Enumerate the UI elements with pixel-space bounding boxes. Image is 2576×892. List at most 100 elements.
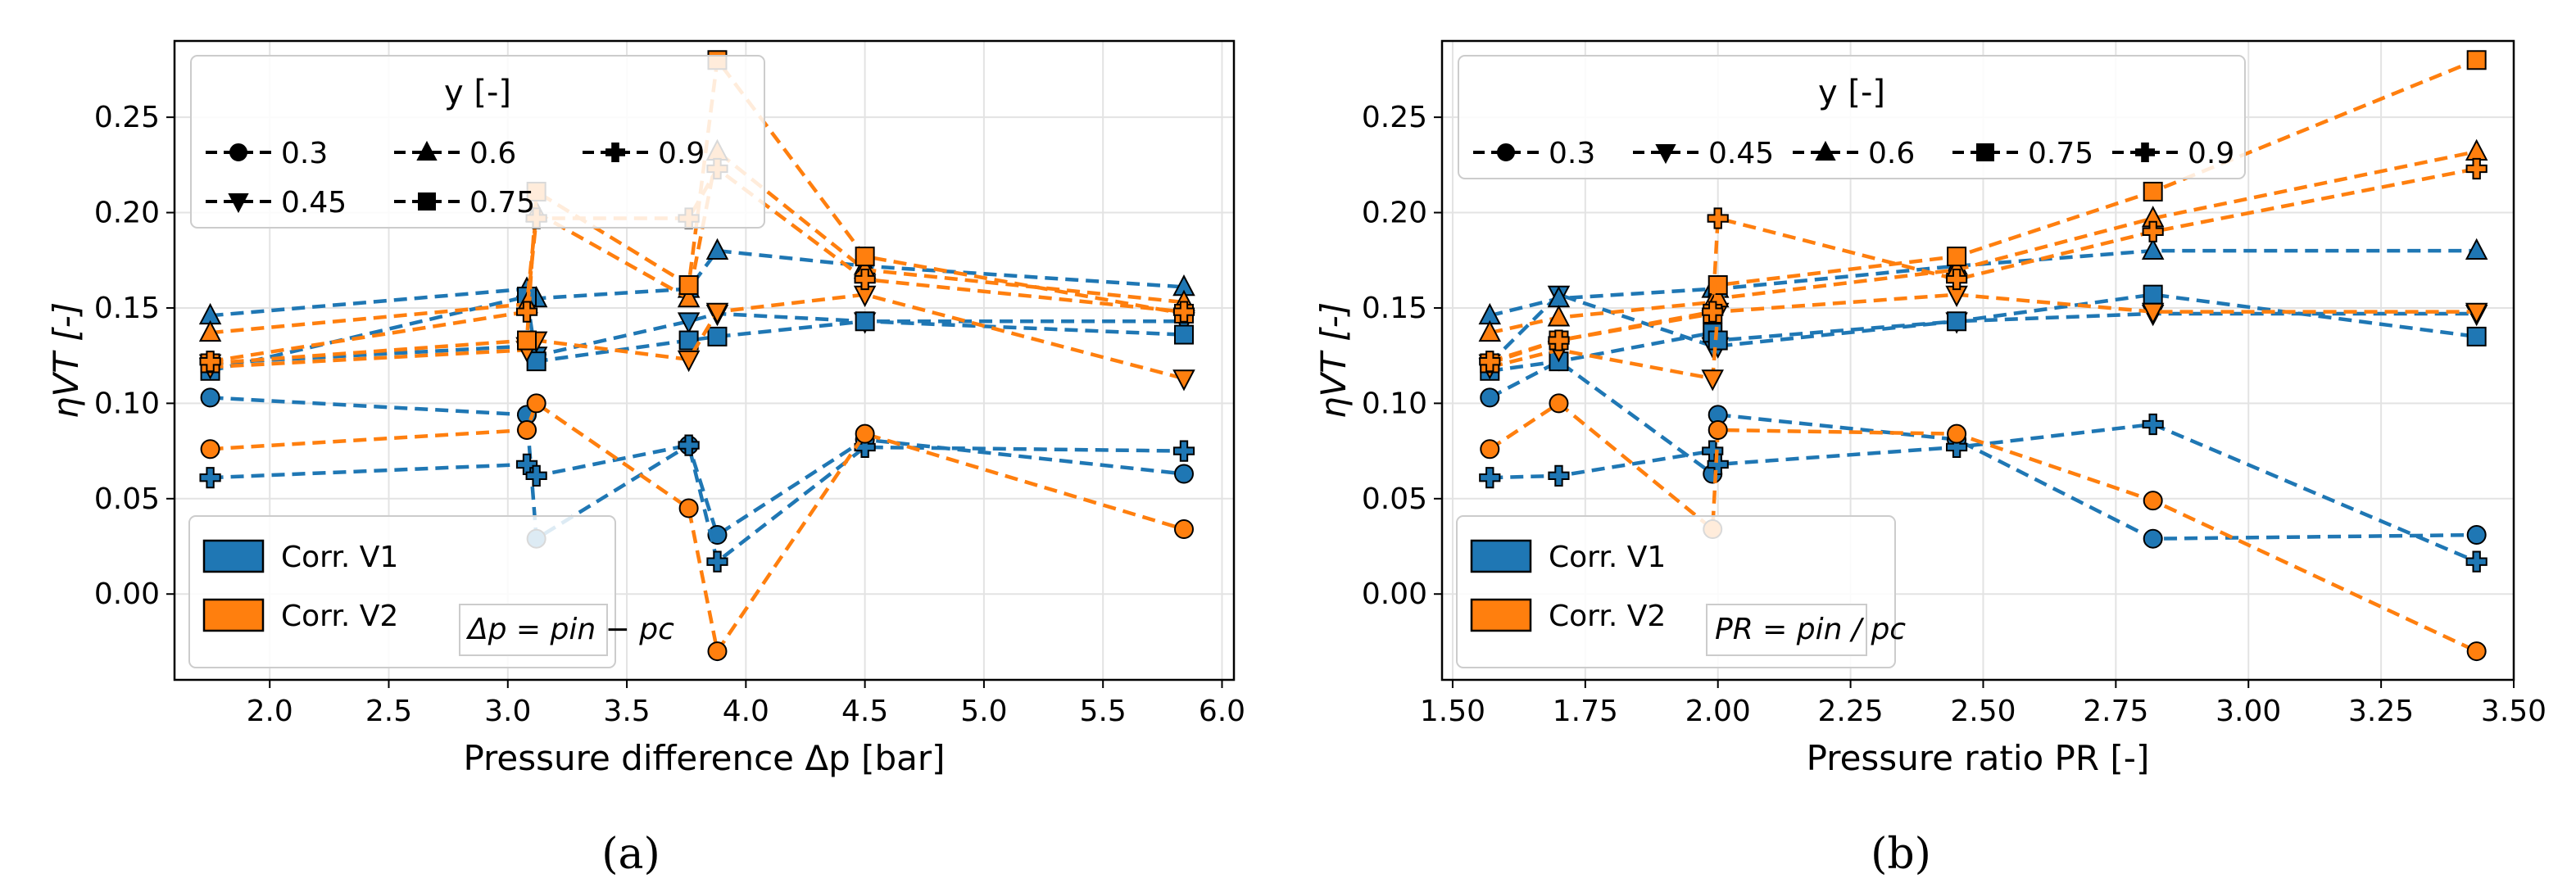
data-point-v1-y0.3 [1480,387,1500,408]
formula-box [1706,604,1867,656]
data-point-v2-y0.9 [1479,351,1501,373]
y-axis-label: ηVT [-] [1313,302,1354,419]
data-point-v2-y0.45 [2141,302,2165,324]
legend-marker [605,143,625,162]
data-point-v2-y0.9 [2465,157,2488,180]
y-tick-label: 0.00 [1362,577,1427,611]
data-point-v1-y0.9 [199,467,221,489]
data-point-v2-y0.6 [677,285,701,308]
corr-legend: Corr. V1 Corr. V2 Δp = pin − pc [188,515,674,668]
x-tick-label: 4.0 [723,695,769,728]
formula-annotation: Δp = pin − pc [465,613,674,646]
data-point-v1-y0.75 [2466,326,2487,346]
data-point-v1-y0.3 [2466,525,2487,546]
marker-legend-title: y [-] [1818,74,1885,111]
legend-label: 0.75 [469,186,535,220]
data-point-v2-y0.3 [678,498,699,518]
data-point-v2-y0.9 [1548,329,1570,351]
data-point-v2-y0.3 [1173,519,1194,540]
data-point-v1-y0.9 [525,464,547,487]
data-point-v1-y0.9 [706,550,728,573]
data-point-v1-y0.9 [678,434,700,456]
corr-legend-swatch [202,598,265,632]
legend-marker [1815,140,1836,161]
data-point-v2-y0.3 [200,439,220,460]
data-point-v2-y0.45 [705,302,729,324]
y-tick-label: 0.05 [94,482,160,516]
data-point-v1-y0.9 [1707,453,1729,475]
legend-marker [2135,143,2155,162]
data-point-v1-y0.9 [854,436,876,459]
legend-label: 0.6 [469,137,516,170]
legend-marker [228,193,249,214]
data-point-v2-y0.75 [2143,181,2163,201]
data-point-v1-y0.9 [1172,440,1195,462]
data-point-v1-y0.9 [1945,436,1968,459]
y-tick-label: 0.20 [94,197,160,230]
legend-marker [418,192,436,211]
marker-legend-title: y [-] [444,74,511,111]
formula-box [459,604,608,656]
y-tick-label: 0.25 [94,101,160,134]
data-point-v2-y0.75 [517,330,537,351]
data-point-v1-y0.75 [707,326,728,346]
data-point-v1-y0.3 [1173,464,1194,484]
data-point-v1-y0.6 [705,238,729,260]
data-point-v2-y0.9 [1945,268,1968,291]
x-tick-label: 3.50 [2481,695,2547,728]
data-point-v2-y0.75 [1947,247,1967,267]
data-point-v2-y0.3 [517,419,537,440]
data-point-v1-y0.75 [678,330,699,351]
legend-label: 0.9 [658,137,705,170]
plot-frame [1440,39,2515,681]
y-tick-label: 0.10 [1362,387,1427,420]
data-point-v2-y0.45 [677,350,701,373]
corr-legend-swatch [1470,598,1532,632]
data-point-v2-y0.6 [198,319,222,342]
data-point-v2-y0.9 [1172,301,1195,323]
y-tick-label: 0.05 [1362,482,1427,516]
x-tick-label: 3.5 [603,695,650,728]
x-tick-label: 2.5 [365,695,412,728]
y-axis-label: ηVT [-] [46,302,86,419]
data-point-v2-y0.3 [1708,419,1728,440]
data-point-v2-y0.3 [1947,423,1967,444]
y-tick-label: 0.00 [94,577,160,611]
legend-label: 0.3 [281,137,328,170]
legend-marker [1976,143,1994,161]
data-point-v2-y0.9 [1702,301,1724,323]
y-tick-label: 0.10 [94,387,160,420]
data-point-v2-y0.3 [855,423,875,444]
legend-marker [1497,143,1515,161]
data-point-v2-y0.9 [2142,220,2164,242]
data-point-v2-y0.75 [2466,50,2487,70]
legend-label: 0.3 [1549,137,1595,170]
data-point-v1-y0.6 [2141,238,2165,260]
corr-legend-swatch [202,539,265,573]
x-tick-label: 2.50 [1950,695,2016,728]
data-point-v1-y0.9 [1548,464,1570,487]
data-point-v2-y0.9 [199,351,221,373]
marker-legend: y [-] 0.3 0.6 0.9 0.45 0.75 [190,55,765,229]
data-point-v2-y0.6 [1547,305,1571,327]
x-tick-label: 3.25 [2348,695,2414,728]
data-point-v1-y0.6 [2465,238,2488,260]
data-point-v2-y0.75 [1708,275,1728,296]
plot-frame [173,39,1236,681]
corr-legend: Corr. V1 Corr. V2 PR = pin / pc [1456,515,1906,668]
x-tick-label: 1.50 [1420,695,1485,728]
data-point-v1-y0.9 [2142,413,2164,436]
data-point-v2-y0.45 [1701,369,1724,392]
marker-legend: y [-] 0.3 0.45 0.6 0.75 0.9 [1458,55,2246,179]
legend-label: 0.75 [2028,137,2093,170]
x-tick-label: 5.5 [1080,695,1127,728]
data-point-v1-y0.75 [855,311,875,332]
x-axis-label: Pressure difference Δp [bar] [463,738,945,778]
data-point-v1-y0.9 [2465,550,2488,573]
data-point-v1-y0.75 [2143,284,2163,305]
y-tick-label: 0.15 [94,292,160,325]
caption: (b) [1871,830,1931,879]
data-point-v1-y0.45 [677,312,701,334]
x-tick-label: 6.0 [1199,695,1245,728]
